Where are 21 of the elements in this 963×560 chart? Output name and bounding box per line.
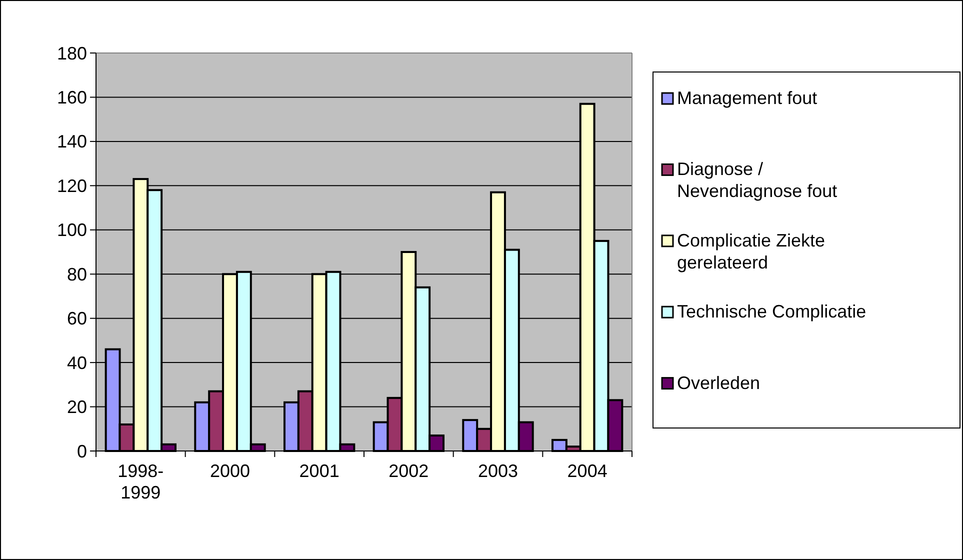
legend-label: Management fout [677,88,818,108]
x-tick-label: 2002 [388,461,429,481]
x-tick-label: 2004 [567,461,608,481]
y-tick-label: 80 [66,264,87,284]
y-tick-label: 100 [56,220,87,240]
legend-label: Overleden [677,372,760,393]
y-tick-label: 60 [66,308,87,329]
x-tick-label: 2001 [299,461,340,481]
legend-label: Diagnose / Nevendiagnose fout [677,159,838,202]
legend-label: Complicatie Ziekte gerelateerd [677,230,826,272]
x-tick-label: 2003 [478,461,518,481]
y-tick-label: 160 [56,88,87,108]
y-tick-label: 180 [56,43,87,64]
y-tick-label: 120 [56,176,87,196]
y-tick-label: 20 [66,397,87,418]
x-tick-label: 2000 [210,461,250,481]
y-tick-label: 40 [66,352,87,373]
x-tick-label: 1998-1999 [118,461,164,503]
legend-label: Technische Complicatie [677,302,866,322]
y-tick-label: 0 [76,441,87,462]
y-tick-label: 140 [56,132,87,152]
